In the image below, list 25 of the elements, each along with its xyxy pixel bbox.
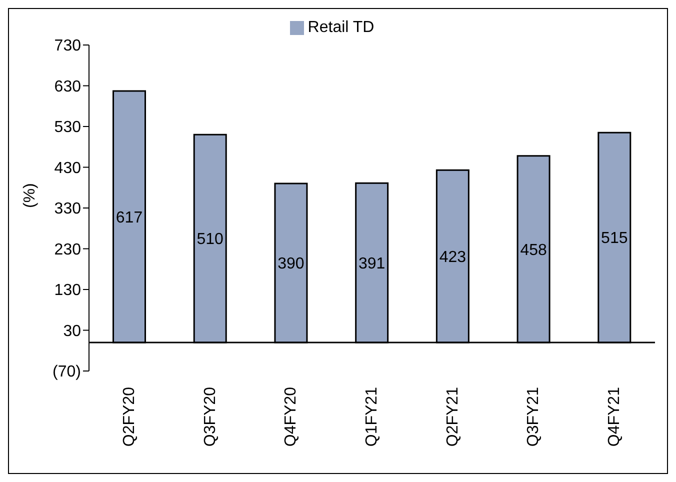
y-tick-label: 230 [54,241,82,258]
y-tick-label: 30 [63,322,82,340]
data-label: 617 [116,209,143,226]
x-tick-label: Q3FY20 [202,386,219,447]
legend-label: Retail TD [308,19,374,36]
y-tick-label: 330 [54,200,82,218]
data-label: 458 [520,242,547,259]
data-label: 390 [278,256,304,273]
data-label: 391 [358,255,386,272]
y-tick-label: 130 [54,282,82,300]
x-tick-label: Q3FY21 [525,386,542,447]
x-tick-label: Q4FY21 [606,386,624,447]
data-label: 510 [196,231,224,248]
y-tick-label: 530 [54,119,82,136]
y-tick-label: 430 [54,160,82,177]
y-tick-label: 730 [54,38,82,55]
y-tick-label: (70) [52,364,81,381]
x-tick-label: Q2FY20 [120,386,138,447]
x-tick-label: Q2FY21 [444,386,462,447]
x-tick-label: Q4FY20 [282,386,300,447]
y-axis-title: (%) [22,183,39,208]
data-label: 423 [439,248,466,266]
x-tick-label: Q1FY21 [364,386,380,447]
data-label: 515 [601,230,628,248]
y-tick-label: 630 [54,78,82,96]
